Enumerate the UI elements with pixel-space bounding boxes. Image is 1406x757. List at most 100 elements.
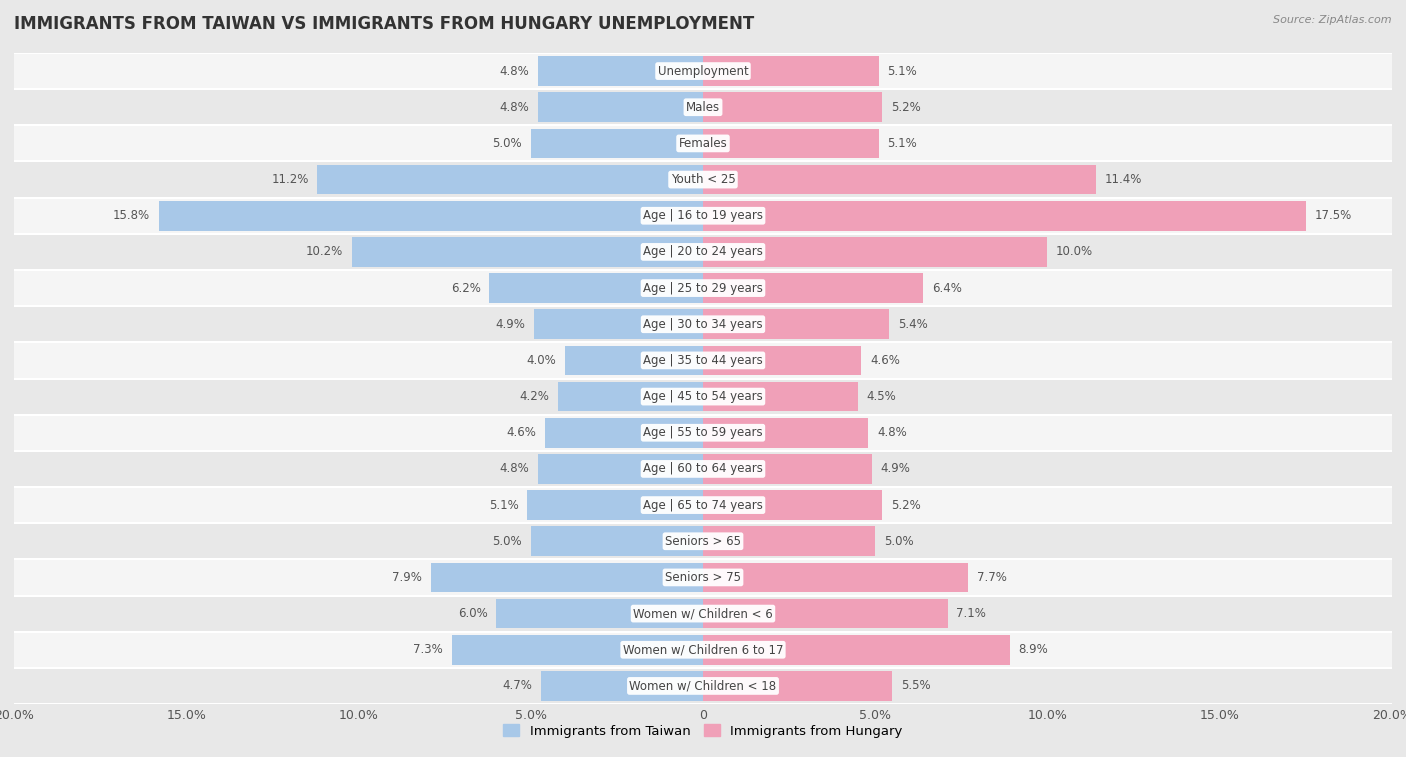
Legend: Immigrants from Taiwan, Immigrants from Hungary: Immigrants from Taiwan, Immigrants from … — [498, 719, 908, 743]
Text: 4.2%: 4.2% — [520, 390, 550, 403]
Text: Age | 16 to 19 years: Age | 16 to 19 years — [643, 209, 763, 223]
Text: 17.5%: 17.5% — [1315, 209, 1351, 223]
Text: Seniors > 75: Seniors > 75 — [665, 571, 741, 584]
Text: 11.2%: 11.2% — [271, 173, 308, 186]
Text: 7.3%: 7.3% — [413, 643, 443, 656]
Bar — [703, 599, 948, 628]
Bar — [703, 310, 889, 339]
Text: Age | 45 to 54 years: Age | 45 to 54 years — [643, 390, 763, 403]
Bar — [14, 451, 1392, 487]
Text: 5.5%: 5.5% — [901, 680, 931, 693]
Text: 4.7%: 4.7% — [502, 680, 533, 693]
Bar — [14, 161, 1392, 198]
Bar — [489, 273, 703, 303]
Text: 5.1%: 5.1% — [887, 64, 917, 77]
Text: Unemployment: Unemployment — [658, 64, 748, 77]
Bar — [14, 342, 1392, 378]
Bar — [14, 234, 1392, 270]
Bar — [703, 92, 882, 122]
Bar — [430, 562, 703, 592]
Text: 11.4%: 11.4% — [1104, 173, 1142, 186]
Text: 10.2%: 10.2% — [305, 245, 343, 258]
Text: Women w/ Children < 6: Women w/ Children < 6 — [633, 607, 773, 620]
Bar — [537, 454, 703, 484]
Text: 4.9%: 4.9% — [496, 318, 526, 331]
Bar — [451, 635, 703, 665]
Text: Age | 60 to 64 years: Age | 60 to 64 years — [643, 463, 763, 475]
Text: 15.8%: 15.8% — [112, 209, 150, 223]
Text: Age | 55 to 59 years: Age | 55 to 59 years — [643, 426, 763, 439]
Bar — [703, 671, 893, 701]
Bar — [703, 237, 1047, 266]
Text: Age | 30 to 34 years: Age | 30 to 34 years — [643, 318, 763, 331]
Bar — [14, 306, 1392, 342]
Bar — [558, 382, 703, 411]
Text: Source: ZipAtlas.com: Source: ZipAtlas.com — [1274, 15, 1392, 25]
Bar — [703, 129, 879, 158]
Text: Women w/ Children 6 to 17: Women w/ Children 6 to 17 — [623, 643, 783, 656]
Text: 4.8%: 4.8% — [877, 426, 907, 439]
Bar — [703, 635, 1010, 665]
Bar — [496, 599, 703, 628]
Text: 4.8%: 4.8% — [499, 64, 529, 77]
Bar — [703, 346, 862, 375]
Bar — [531, 526, 703, 556]
Bar — [14, 668, 1392, 704]
Text: 4.8%: 4.8% — [499, 463, 529, 475]
Bar — [14, 53, 1392, 89]
Bar — [14, 559, 1392, 596]
Text: 8.9%: 8.9% — [1018, 643, 1047, 656]
Bar — [14, 126, 1392, 161]
Bar — [703, 273, 924, 303]
Text: 4.8%: 4.8% — [499, 101, 529, 114]
Text: 4.0%: 4.0% — [527, 354, 557, 367]
Bar — [14, 89, 1392, 126]
Text: IMMIGRANTS FROM TAIWAN VS IMMIGRANTS FROM HUNGARY UNEMPLOYMENT: IMMIGRANTS FROM TAIWAN VS IMMIGRANTS FRO… — [14, 15, 754, 33]
Bar — [544, 418, 703, 447]
Bar — [565, 346, 703, 375]
Text: 5.1%: 5.1% — [489, 499, 519, 512]
Bar — [14, 415, 1392, 451]
Text: 5.0%: 5.0% — [884, 534, 914, 548]
Text: 5.4%: 5.4% — [897, 318, 928, 331]
Text: 7.1%: 7.1% — [956, 607, 986, 620]
Text: 4.6%: 4.6% — [870, 354, 900, 367]
Bar — [352, 237, 703, 266]
Text: 5.1%: 5.1% — [887, 137, 917, 150]
Bar — [527, 491, 703, 520]
Bar — [14, 198, 1392, 234]
Text: 6.4%: 6.4% — [932, 282, 962, 294]
Text: Males: Males — [686, 101, 720, 114]
Text: Women w/ Children < 18: Women w/ Children < 18 — [630, 680, 776, 693]
Text: 5.0%: 5.0% — [492, 534, 522, 548]
Bar — [703, 201, 1306, 231]
Bar — [703, 418, 869, 447]
Bar — [703, 562, 969, 592]
Bar — [703, 165, 1095, 195]
Bar — [703, 491, 882, 520]
Bar — [14, 487, 1392, 523]
Bar — [14, 596, 1392, 631]
Bar — [541, 671, 703, 701]
Text: 4.9%: 4.9% — [880, 463, 910, 475]
Text: Seniors > 65: Seniors > 65 — [665, 534, 741, 548]
Bar — [159, 201, 703, 231]
Bar — [537, 56, 703, 86]
Text: Age | 20 to 24 years: Age | 20 to 24 years — [643, 245, 763, 258]
Text: 7.7%: 7.7% — [977, 571, 1007, 584]
Text: 6.2%: 6.2% — [451, 282, 481, 294]
Bar — [537, 92, 703, 122]
Text: Age | 65 to 74 years: Age | 65 to 74 years — [643, 499, 763, 512]
Text: 4.5%: 4.5% — [866, 390, 897, 403]
Text: 4.6%: 4.6% — [506, 426, 536, 439]
Bar — [534, 310, 703, 339]
Text: 6.0%: 6.0% — [458, 607, 488, 620]
Text: Youth < 25: Youth < 25 — [671, 173, 735, 186]
Bar — [703, 526, 875, 556]
Text: 10.0%: 10.0% — [1056, 245, 1094, 258]
Bar — [703, 56, 879, 86]
Bar — [14, 270, 1392, 306]
Text: 5.2%: 5.2% — [891, 499, 921, 512]
Text: Females: Females — [679, 137, 727, 150]
Text: Age | 25 to 29 years: Age | 25 to 29 years — [643, 282, 763, 294]
